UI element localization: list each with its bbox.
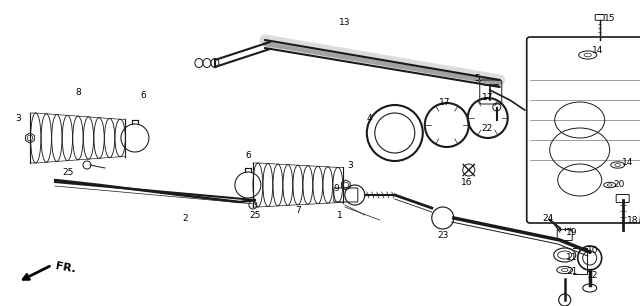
Text: 5: 5 [474,73,479,83]
Text: 17: 17 [482,92,493,102]
Text: 8: 8 [75,88,81,96]
Text: 12: 12 [587,271,598,279]
Text: 14: 14 [592,46,604,54]
Text: 17: 17 [439,98,451,106]
Text: 3: 3 [15,114,21,122]
Text: 24: 24 [542,214,554,222]
Text: 9: 9 [333,184,339,192]
Text: 10: 10 [587,245,598,255]
Text: 16: 16 [461,177,472,186]
Text: 6: 6 [245,151,251,159]
Text: 2: 2 [182,214,188,222]
Text: 4: 4 [367,114,372,122]
Text: 3: 3 [347,161,353,170]
Text: 19: 19 [566,227,577,237]
Text: 7: 7 [295,206,301,215]
Text: 20: 20 [613,180,625,188]
Text: 25: 25 [62,167,74,177]
Text: FR.: FR. [55,261,77,275]
Text: 21: 21 [566,267,577,277]
Text: 11: 11 [566,253,577,263]
Text: 1: 1 [337,211,342,219]
Text: 25: 25 [249,211,260,219]
Text: 15: 15 [604,13,616,23]
Text: 14: 14 [622,158,634,166]
Text: 13: 13 [339,17,351,27]
Text: 6: 6 [140,91,146,99]
Text: 23: 23 [437,230,449,240]
Text: 18: 18 [627,215,639,225]
Text: 22: 22 [481,124,492,132]
